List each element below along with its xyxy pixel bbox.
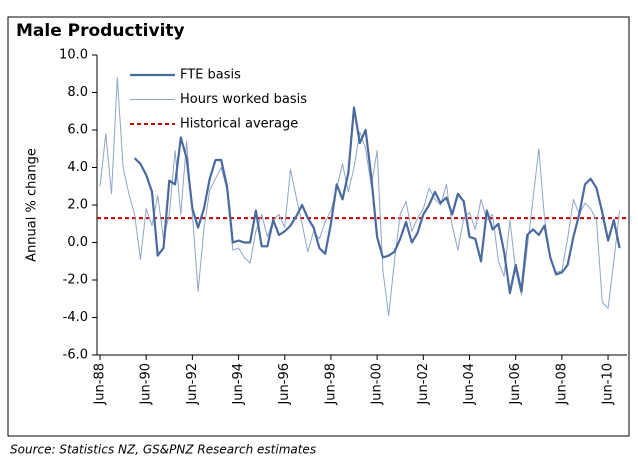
x-tick-label: Jun-00: [370, 363, 385, 406]
y-tick-label: -6.0: [63, 348, 88, 363]
x-tick-label: Jun-98: [323, 363, 338, 406]
x-tick-label: Jun-92: [185, 363, 200, 406]
y-tick-label: -2.0: [63, 273, 88, 288]
source-note: Source: Statistics NZ, GS&PNZ Research e…: [10, 443, 316, 457]
x-tick-label: Jun-94: [231, 363, 246, 406]
x-tick-label: Jun-10: [601, 363, 616, 406]
y-tick-label: 10.0: [59, 48, 88, 63]
y-tick-label: -4.0: [63, 310, 88, 325]
frame: [7, 16, 630, 437]
legend-label: Historical average: [180, 117, 298, 132]
legend-label: Hours worked basis: [180, 92, 307, 107]
y-axis-label: Annual % change: [25, 148, 40, 262]
x-tick-label: Jun-08: [554, 363, 569, 406]
x-tick-label: Jun-90: [139, 363, 154, 406]
x-tick-label: Jun-88: [93, 363, 108, 406]
legend-label: FTE basis: [180, 68, 241, 83]
chart-title: Male Productivity: [16, 21, 185, 41]
x-tick-label: Jun-96: [277, 363, 292, 406]
x-tick-label: Jun-04: [462, 363, 477, 406]
y-tick-label: 8.0: [67, 85, 88, 100]
y-tick-label: 6.0: [67, 123, 88, 138]
y-tick-label: 0.0: [67, 235, 88, 250]
y-tick-label: 2.0: [67, 198, 88, 213]
y-tick-label: 4.0: [67, 160, 88, 175]
x-tick-label: Jun-02: [416, 363, 431, 406]
series-line: [133, 106, 621, 295]
x-tick-label: Jun-06: [508, 363, 523, 406]
series-line: [99, 77, 621, 317]
